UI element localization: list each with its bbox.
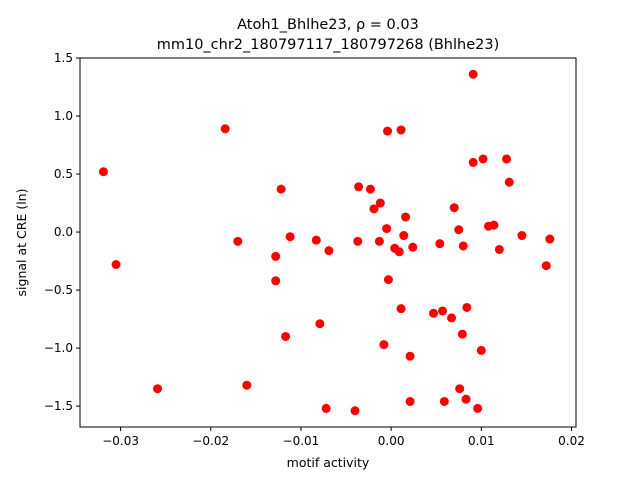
data-point-56 bbox=[504, 177, 514, 187]
y-tick-label: 1.0 bbox=[54, 109, 73, 123]
data-point-32 bbox=[405, 351, 415, 361]
plot-frame bbox=[79, 57, 577, 428]
data-point-5 bbox=[242, 380, 252, 390]
data-point-15 bbox=[350, 406, 360, 416]
data-point-55 bbox=[502, 154, 512, 164]
data-point-3 bbox=[220, 124, 230, 134]
data-point-24 bbox=[383, 126, 393, 136]
data-point-30 bbox=[399, 231, 409, 241]
data-point-13 bbox=[321, 403, 331, 413]
data-point-8 bbox=[276, 184, 286, 194]
data-point-16 bbox=[354, 182, 364, 192]
data-point-6 bbox=[271, 251, 281, 261]
data-point-11 bbox=[311, 235, 321, 245]
data-point-44 bbox=[458, 241, 468, 251]
y-tick-label: −1.5 bbox=[44, 399, 73, 413]
data-point-58 bbox=[541, 261, 551, 271]
data-point-37 bbox=[438, 306, 448, 316]
x-tick-label: −0.01 bbox=[283, 434, 320, 448]
data-point-43 bbox=[457, 329, 467, 339]
data-point-51 bbox=[478, 154, 488, 164]
data-point-19 bbox=[369, 204, 379, 214]
data-point-14 bbox=[324, 246, 334, 256]
data-point-53 bbox=[489, 220, 499, 230]
data-point-9 bbox=[281, 331, 291, 341]
data-point-21 bbox=[375, 198, 385, 208]
scatter-points bbox=[98, 69, 555, 416]
x-tick-label: 0.01 bbox=[468, 434, 495, 448]
y-tick-label: −0.5 bbox=[44, 283, 73, 297]
y-tick-label: 1.5 bbox=[54, 51, 73, 65]
data-point-45 bbox=[461, 394, 471, 404]
data-point-31 bbox=[401, 212, 411, 222]
data-point-7 bbox=[271, 276, 281, 286]
y-tick-label: 0.0 bbox=[54, 225, 73, 239]
data-point-40 bbox=[449, 203, 459, 213]
x-tick-label: −0.02 bbox=[192, 434, 229, 448]
data-point-36 bbox=[435, 239, 445, 249]
data-point-17 bbox=[353, 236, 363, 246]
data-point-59 bbox=[545, 234, 555, 244]
data-point-41 bbox=[454, 225, 464, 235]
data-point-47 bbox=[468, 157, 478, 167]
data-point-27 bbox=[394, 247, 404, 257]
data-point-1 bbox=[111, 260, 121, 270]
data-point-33 bbox=[405, 396, 415, 406]
data-point-20 bbox=[374, 236, 384, 246]
x-axis-label: motif activity bbox=[287, 455, 370, 470]
data-point-46 bbox=[462, 302, 472, 312]
data-point-48 bbox=[468, 69, 478, 79]
y-axis-label: signal at CRE (ln) bbox=[14, 189, 29, 297]
data-point-29 bbox=[396, 304, 406, 314]
data-point-23 bbox=[382, 224, 392, 234]
data-point-12 bbox=[315, 319, 325, 329]
data-point-35 bbox=[429, 308, 439, 318]
chart-title: Atoh1_Bhlhe23, ρ = 0.03 bbox=[237, 17, 419, 33]
data-point-25 bbox=[383, 275, 393, 285]
data-point-42 bbox=[455, 384, 465, 394]
data-point-54 bbox=[494, 244, 504, 254]
data-point-4 bbox=[233, 236, 243, 246]
data-point-38 bbox=[439, 396, 449, 406]
y-tick-label: −1.0 bbox=[44, 341, 73, 355]
data-point-0 bbox=[98, 167, 108, 177]
y-axis-ticks: −1.5 −1.0 −0.5 0.0 0.5 1.0 1.5 bbox=[44, 51, 80, 413]
x-tick-label: 0.00 bbox=[378, 434, 405, 448]
data-point-18 bbox=[365, 184, 375, 194]
x-tick-label: −0.03 bbox=[102, 434, 139, 448]
y-tick-label: 0.5 bbox=[54, 167, 73, 181]
data-point-10 bbox=[285, 232, 295, 242]
data-point-28 bbox=[396, 125, 406, 135]
x-axis-ticks: −0.03 −0.02 −0.01 0.00 0.01 0.02 bbox=[102, 427, 585, 448]
data-point-22 bbox=[379, 340, 389, 350]
data-point-49 bbox=[473, 403, 483, 413]
data-point-34 bbox=[408, 242, 418, 252]
x-tick-label: 0.02 bbox=[558, 434, 585, 448]
data-point-57 bbox=[517, 231, 527, 241]
chart-subtitle: mm10_chr2_180797117_180797268 (Bhlhe23) bbox=[157, 37, 500, 53]
data-point-2 bbox=[153, 384, 163, 394]
data-point-50 bbox=[476, 345, 486, 355]
data-point-39 bbox=[447, 313, 457, 323]
